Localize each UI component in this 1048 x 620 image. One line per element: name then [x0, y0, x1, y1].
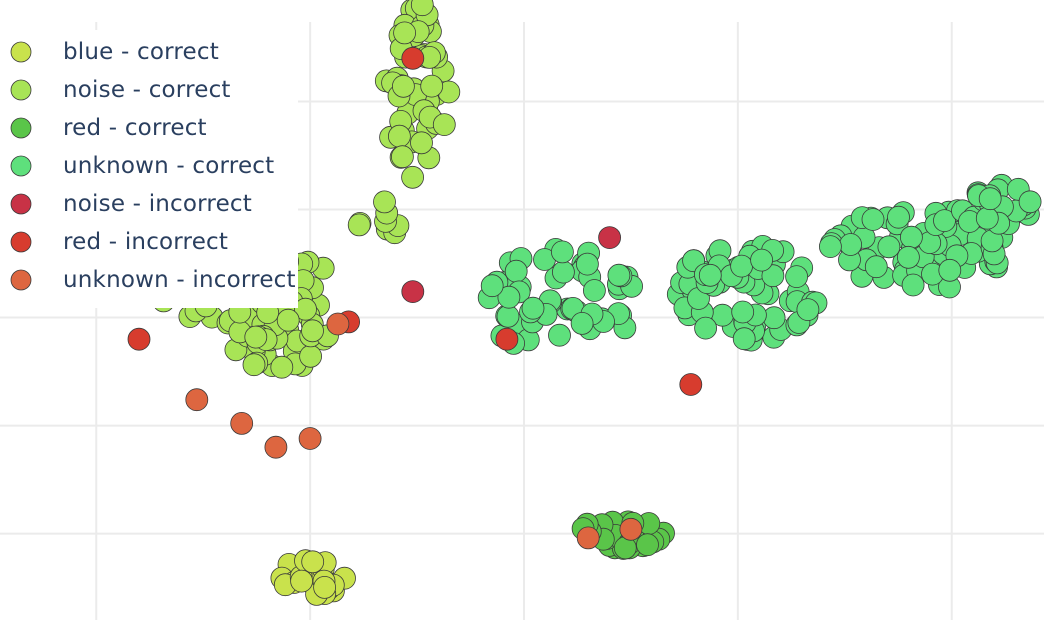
data-point[interactable] — [619, 517, 643, 541]
data-point[interactable] — [290, 569, 314, 593]
data-point[interactable] — [497, 285, 521, 309]
legend-marker-icon — [10, 41, 32, 63]
data-point[interactable] — [410, 131, 433, 155]
data-point[interactable] — [480, 274, 504, 298]
data-point[interactable] — [299, 344, 323, 368]
data-point[interactable] — [576, 252, 599, 276]
data-point[interactable] — [244, 325, 268, 349]
data-point[interactable] — [861, 208, 885, 231]
legend-marker-icon — [10, 117, 32, 139]
data-point[interactable] — [391, 74, 415, 98]
legend-label: red - correct — [63, 115, 207, 141]
data-point[interactable] — [897, 245, 920, 269]
legend-item[interactable]: red - incorrect — [10, 223, 228, 261]
data-point[interactable] — [313, 576, 337, 599]
data-point[interactable] — [185, 388, 209, 412]
data-point[interactable] — [496, 304, 520, 328]
data-point[interactable] — [975, 206, 999, 230]
data-point[interactable] — [127, 327, 151, 351]
legend-label: red - incorrect — [63, 229, 229, 255]
data-point[interactable] — [819, 235, 842, 259]
data-point[interactable] — [901, 273, 925, 297]
data-point[interactable] — [495, 327, 519, 351]
data-point[interactable] — [731, 300, 755, 324]
data-point[interactable] — [887, 205, 910, 229]
legend-item[interactable]: noise - correct — [10, 71, 231, 109]
data-point[interactable] — [401, 280, 425, 304]
data-point[interactable] — [636, 533, 659, 557]
data-point[interactable] — [978, 187, 1002, 211]
legend-label: noise - correct — [63, 77, 231, 103]
data-point[interactable] — [694, 316, 717, 340]
data-point[interactable] — [933, 209, 956, 233]
data-point[interactable] — [387, 124, 411, 148]
data-point[interactable] — [347, 213, 371, 237]
data-point[interactable] — [750, 248, 773, 272]
data-point[interactable] — [373, 190, 396, 214]
data-point[interactable] — [598, 226, 621, 250]
legend-marker-icon — [10, 155, 32, 177]
data-point[interactable] — [230, 411, 254, 435]
legend-label: noise - incorrect — [63, 191, 252, 217]
data-point[interactable] — [432, 113, 456, 136]
data-point[interactable] — [294, 297, 317, 321]
data-point[interactable] — [761, 264, 785, 288]
data-point[interactable] — [900, 225, 923, 249]
legend-label: unknown - correct — [63, 153, 275, 179]
legend-marker-icon — [10, 193, 32, 215]
data-point[interactable] — [570, 311, 594, 335]
data-point[interactable] — [401, 165, 425, 189]
legend-item[interactable]: red - correct — [10, 109, 207, 147]
data-point[interactable] — [521, 296, 545, 320]
legend-label: blue - correct — [63, 39, 219, 65]
data-point[interactable] — [390, 145, 414, 169]
data-point[interactable] — [326, 312, 350, 336]
data-point[interactable] — [938, 258, 962, 282]
legend-marker-icon — [10, 269, 32, 291]
data-point[interactable] — [301, 319, 324, 343]
data-point[interactable] — [551, 240, 574, 264]
legend-label: unknown - incorrect — [63, 267, 296, 293]
data-point[interactable] — [504, 259, 528, 283]
data-point[interactable] — [242, 353, 266, 377]
data-point[interactable] — [298, 427, 322, 450]
data-point[interactable] — [730, 254, 753, 278]
data-point[interactable] — [410, 0, 434, 17]
data-point[interactable] — [301, 550, 325, 574]
legend-item[interactable]: noise - incorrect — [10, 185, 252, 223]
legend-marker-icon — [10, 79, 32, 101]
data-point[interactable] — [607, 263, 631, 287]
data-point[interactable] — [270, 355, 294, 379]
data-point[interactable] — [393, 21, 417, 45]
data-point[interactable] — [698, 263, 722, 287]
data-point[interactable] — [420, 74, 444, 98]
data-point[interactable] — [552, 260, 575, 284]
data-point[interactable] — [264, 435, 288, 459]
legend-item[interactable]: unknown - incorrect — [10, 261, 296, 299]
data-point[interactable] — [679, 373, 703, 396]
data-point[interactable] — [401, 46, 425, 70]
data-point[interactable] — [276, 308, 300, 332]
data-point[interactable] — [576, 526, 600, 550]
data-point[interactable] — [877, 235, 901, 259]
data-point[interactable] — [583, 279, 606, 302]
data-point[interactable] — [548, 323, 571, 347]
legend-item[interactable]: unknown - correct — [10, 147, 274, 185]
data-point[interactable] — [1018, 190, 1042, 214]
data-point[interactable] — [839, 233, 862, 256]
data-point[interactable] — [796, 298, 820, 322]
data-point[interactable] — [864, 255, 888, 279]
legend-marker-icon — [10, 231, 32, 253]
legend: blue - correct noise - correct red - corre… — [0, 30, 298, 308]
data-point[interactable] — [732, 327, 756, 351]
data-point[interactable] — [785, 265, 808, 289]
legend-item[interactable]: blue - correct — [10, 33, 219, 71]
